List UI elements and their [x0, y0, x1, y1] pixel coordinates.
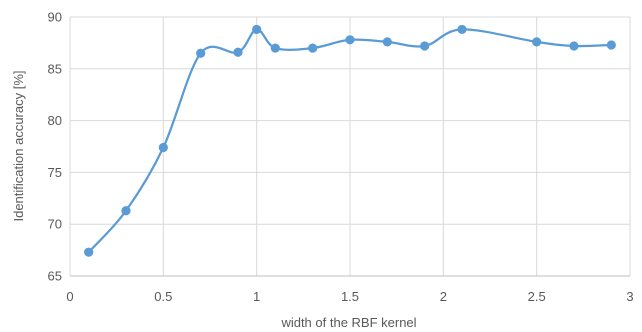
y-tick-label: 80	[48, 113, 62, 128]
y-tick-label: 75	[48, 165, 62, 180]
y-tick-label: 90	[48, 10, 62, 25]
data-point	[233, 47, 243, 57]
x-tick-label: 3	[626, 289, 633, 304]
data-point	[345, 35, 355, 45]
data-point	[420, 41, 430, 51]
axes	[69, 17, 630, 277]
x-tick-label: 0.5	[154, 289, 172, 304]
y-tick-label: 65	[48, 269, 62, 284]
y-tick-label: 85	[48, 61, 62, 76]
data-point	[606, 40, 616, 50]
series-layer	[84, 24, 616, 257]
y-axis-title: Identification accuracy [%]	[11, 70, 26, 221]
grid-lines	[70, 16, 631, 276]
x-tick-label: 1.5	[341, 289, 359, 304]
data-point	[252, 24, 262, 35]
tick-labels: 65 70 75 80 85 90 0 0.5 1 1.5 2 2.5 3	[48, 10, 634, 305]
data-point	[270, 43, 280, 53]
x-tick-label: 0	[66, 289, 73, 304]
x-tick-label: 1	[253, 289, 260, 304]
data-point	[382, 37, 392, 47]
data-point	[84, 247, 94, 257]
data-point	[196, 48, 206, 58]
data-point	[532, 37, 542, 47]
x-tick-label: 2.5	[528, 289, 546, 304]
y-tick-label: 70	[48, 217, 62, 232]
data-point	[569, 41, 579, 51]
x-axis-title: width of the RBF kernel	[280, 315, 416, 330]
data-point	[121, 206, 131, 216]
data-point	[457, 24, 467, 35]
data-point	[308, 43, 318, 53]
x-tick-label: 2	[440, 289, 447, 304]
data-point	[158, 142, 168, 153]
